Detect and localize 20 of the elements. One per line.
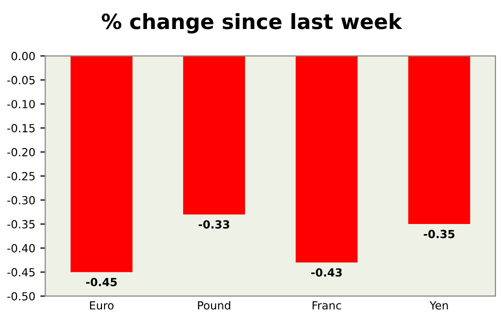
x-tick-label: Pound	[198, 300, 230, 310]
data-label: -0.33	[198, 220, 230, 229]
y-tick-label: -0.15	[7, 124, 35, 132]
x-tick-label: Euro	[90, 301, 114, 310]
y-tick-label: -0.40	[7, 244, 35, 252]
y-tick-label: -0.35	[7, 220, 35, 228]
x-tick-label: Yen	[430, 301, 448, 310]
y-tick-label: -0.45	[7, 268, 35, 276]
x-tick-label: Franc	[312, 301, 342, 310]
y-tick-label: -0.20	[7, 148, 35, 156]
y-tick-label: 0.00	[12, 52, 35, 60]
y-tick-label: -0.50	[7, 292, 35, 300]
y-tick-label: -0.10	[7, 100, 35, 108]
y-tick-label: -0.30	[7, 196, 35, 204]
data-label: -0.45	[86, 278, 117, 286]
data-label: -0.43	[311, 268, 342, 277]
y-tick-label: -0.25	[7, 172, 35, 180]
data-label: -0.35	[424, 230, 454, 238]
y-tick-label: -0.05	[7, 76, 35, 84]
chart-title: % change since last week	[102, 13, 402, 34]
